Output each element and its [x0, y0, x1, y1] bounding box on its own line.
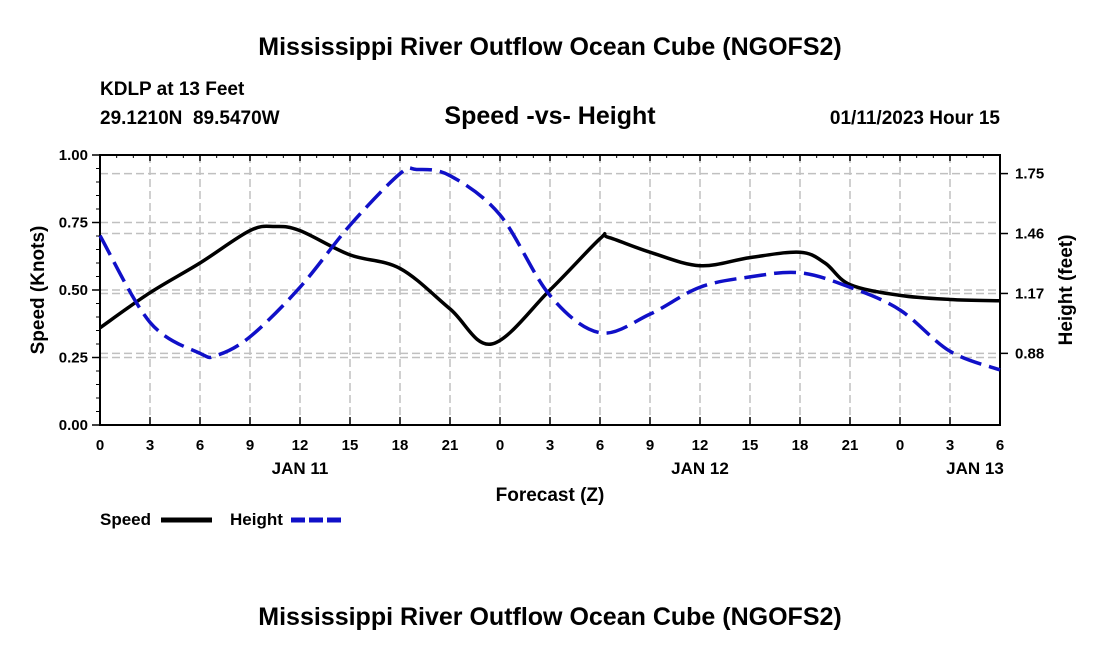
x-tick-labels: 0 3 6 9 12 15 18 21 0 3 6 9 12 15 18 21 0 3 6 — [96, 437, 1004, 454]
legend: Speed Height — [100, 510, 342, 529]
footer-title: Mississippi River Outflow Ocean Cube (NG… — [258, 603, 841, 631]
x-axis-title: Forecast (Z) — [496, 485, 605, 506]
x-tick-label: 21 — [442, 437, 459, 454]
date-label: JAN 12 — [671, 459, 729, 478]
x-tick-label: 15 — [342, 437, 359, 454]
x-tick-label: 3 — [946, 437, 954, 454]
main-title: Mississippi River Outflow Ocean Cube (NG… — [258, 33, 841, 61]
x-tick-label: 3 — [146, 437, 154, 454]
y-tick-label: 0.25 — [59, 350, 88, 367]
series-lines — [98, 166, 1001, 372]
coordinates-label: 29.1210N 89.5470W — [100, 108, 280, 129]
x-tick-label: 0 — [96, 437, 104, 454]
height-series-line — [98, 166, 1001, 372]
x-tick-label: 21 — [842, 437, 859, 454]
x-tick-label: 12 — [692, 437, 709, 454]
y-tick-label: 0.50 — [59, 282, 88, 299]
date-label: JAN 13 — [946, 459, 1004, 478]
x-tick-label: 9 — [646, 437, 654, 454]
y-tick-labels: 0.00 0.25 0.50 0.75 1.00 — [59, 147, 88, 434]
y2-tick-label: 0.88 — [1015, 345, 1044, 362]
chart-subtitle: Speed -vs- Height — [444, 102, 656, 130]
date-label: JAN 11 — [272, 459, 329, 478]
x-tick-label: 18 — [392, 437, 409, 454]
y-tick-label: 0.75 — [59, 215, 88, 232]
x-tick-label: 18 — [792, 437, 809, 454]
y-tick-label: 1.00 — [59, 147, 88, 164]
x-tick-label: 0 — [496, 437, 504, 454]
x-tick-label: 6 — [996, 437, 1004, 454]
y2-axis-title: Height (feet) — [1056, 235, 1077, 346]
legend-height-label: Height — [230, 510, 283, 529]
x-tick-label: 3 — [546, 437, 554, 454]
x-tick-label: 6 — [596, 437, 604, 454]
y2-tick-label: 1.17 — [1015, 285, 1044, 302]
speed-series-line — [98, 224, 1001, 346]
x-tick-label: 6 — [196, 437, 204, 454]
forecast-datetime: 01/11/2023 Hour 15 — [830, 108, 1000, 129]
y-tick-label: 0.00 — [59, 417, 88, 434]
y2-tick-label: 1.75 — [1015, 166, 1044, 183]
x-tick-label: 0 — [896, 437, 904, 454]
x-tick-label: 12 — [292, 437, 309, 454]
axis-ticks — [92, 154, 1008, 426]
y2-tick-labels: 0.88 1.17 1.46 1.75 — [1015, 166, 1044, 363]
y2-tick-label: 1.46 — [1015, 226, 1044, 243]
station-label: KDLP at 13 Feet — [100, 79, 245, 100]
x-tick-label: 9 — [246, 437, 254, 454]
x-tick-label: 15 — [742, 437, 759, 454]
date-labels: JAN 11 JAN 12 JAN 13 — [272, 459, 1004, 478]
legend-speed-label: Speed — [100, 510, 151, 529]
y-axis-title: Speed (Knots) — [28, 226, 49, 355]
